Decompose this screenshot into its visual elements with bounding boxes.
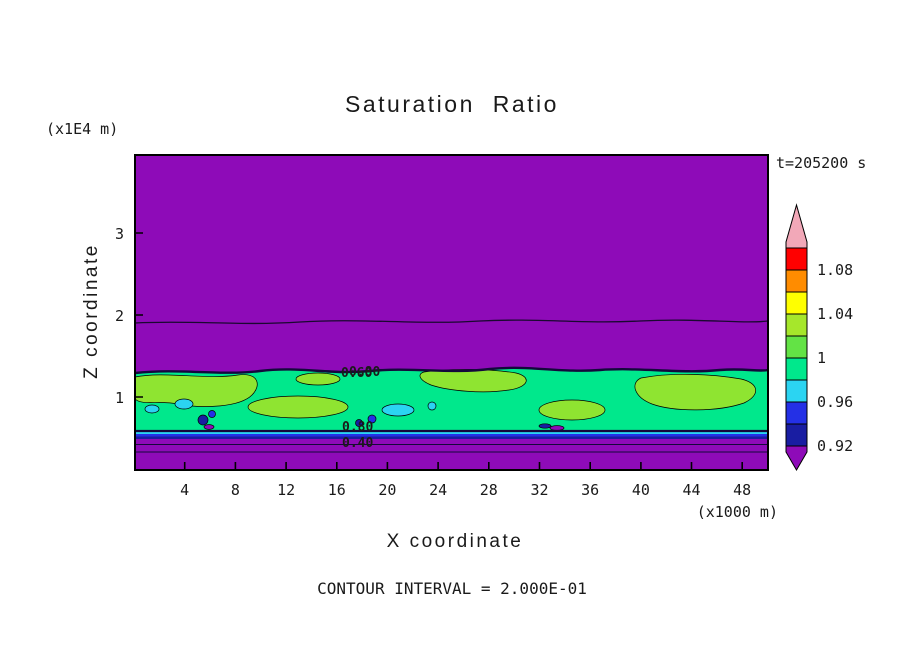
x-tick-label: 48 (733, 481, 751, 499)
colorbar-tick-label: 1.08 (817, 261, 853, 279)
y-tick-label: 3 (115, 225, 124, 243)
band-top-contour (134, 366, 769, 375)
colorbar-labels: 1.08 1.04 1 0.96 0.92 (817, 261, 853, 455)
contour-labels: 0.60 0.80 0.80 0.40 (341, 365, 380, 451)
band-patch (247, 395, 349, 419)
colorbar-tick-label: 0.92 (817, 437, 853, 455)
colorbar-segment (785, 247, 808, 271)
navy-pocket (197, 414, 209, 426)
cyan-strip (135, 431, 768, 434)
navy-pocket (538, 423, 552, 429)
x-tick-label: 16 (328, 481, 346, 499)
x-tick-label: 8 (231, 481, 240, 499)
colorbar-tick-label: 0.96 (817, 393, 853, 411)
contour-label: 0.80 (342, 420, 373, 435)
colorbar-segment (785, 401, 808, 425)
contour-label: 0.60 (341, 366, 372, 381)
blue-pocket (208, 410, 216, 418)
colorbar-tick-label: 1.04 (817, 305, 853, 323)
colorbar (785, 203, 808, 471)
x-tick-label: 28 (480, 481, 498, 499)
x-tick-label: 36 (581, 481, 599, 499)
navy-strip (135, 436, 768, 439)
y-tick-labels: 1 2 3 (115, 225, 124, 407)
colorbar-segment (785, 423, 808, 447)
x-tick-label: 20 (378, 481, 396, 499)
y-axis-ticks (135, 232, 143, 398)
contour-label: 0.80 (349, 365, 380, 380)
colorbar-segment (785, 291, 808, 315)
colorbar-segment (785, 379, 808, 403)
colorbar-under-arrow (785, 445, 808, 471)
y-tick-label: 2 (115, 307, 124, 325)
band-patch (295, 372, 341, 386)
band-patches (134, 369, 756, 421)
y-axis-unit: (x1E4 m) (46, 120, 118, 138)
colorbar-segment (785, 335, 808, 359)
blue-pocket (367, 414, 377, 424)
x-tick-label: 24 (429, 481, 447, 499)
purple-pocket (549, 425, 565, 431)
time-annotation: t=205200 s (776, 154, 866, 172)
cyan-pocket (427, 401, 437, 411)
band-pockets (144, 398, 565, 431)
colorbar-segment (785, 313, 808, 337)
plot-area: 0.60 0.80 0.80 0.40 (134, 154, 769, 471)
colorbar-tick-label: 1 (817, 349, 826, 367)
navy-pocket (355, 419, 363, 427)
x-tick-label: 44 (682, 481, 700, 499)
x-tick-label: 12 (277, 481, 295, 499)
plot-frame (134, 154, 769, 471)
x-tick-labels: 4 8 12 16 20 24 28 32 36 40 44 48 (180, 481, 751, 499)
colorbar-segment (785, 269, 808, 293)
contour-label: 0.40 (342, 436, 373, 451)
page-title: Saturation Ratio (345, 91, 559, 117)
colorbar-over-arrow (785, 203, 808, 249)
colorbar-segment (785, 357, 808, 381)
blue-strip (135, 434, 768, 437)
cyan-pocket (381, 403, 415, 417)
y-axis-label: Z coordinate (81, 243, 102, 379)
purple-pocket (203, 424, 215, 430)
x-tick-label: 40 (632, 481, 650, 499)
band-lower-transition (135, 431, 768, 439)
band-patch (634, 373, 756, 411)
contour-interval-caption: CONTOUR INTERVAL = 2.000E-01 (317, 579, 587, 598)
cyan-pocket (174, 398, 194, 410)
band-patch (134, 374, 258, 407)
x-axis-label: X coordinate (387, 531, 524, 552)
cyan-pocket (144, 404, 160, 414)
x-axis-ticks (183, 462, 743, 470)
y-tick-label: 1 (115, 389, 124, 407)
x-axis-unit: (x1000 m) (697, 503, 778, 521)
band-patch (538, 399, 606, 421)
upper-contour-line (134, 319, 769, 325)
x-tick-label: 32 (530, 481, 548, 499)
x-tick-label: 4 (180, 481, 189, 499)
